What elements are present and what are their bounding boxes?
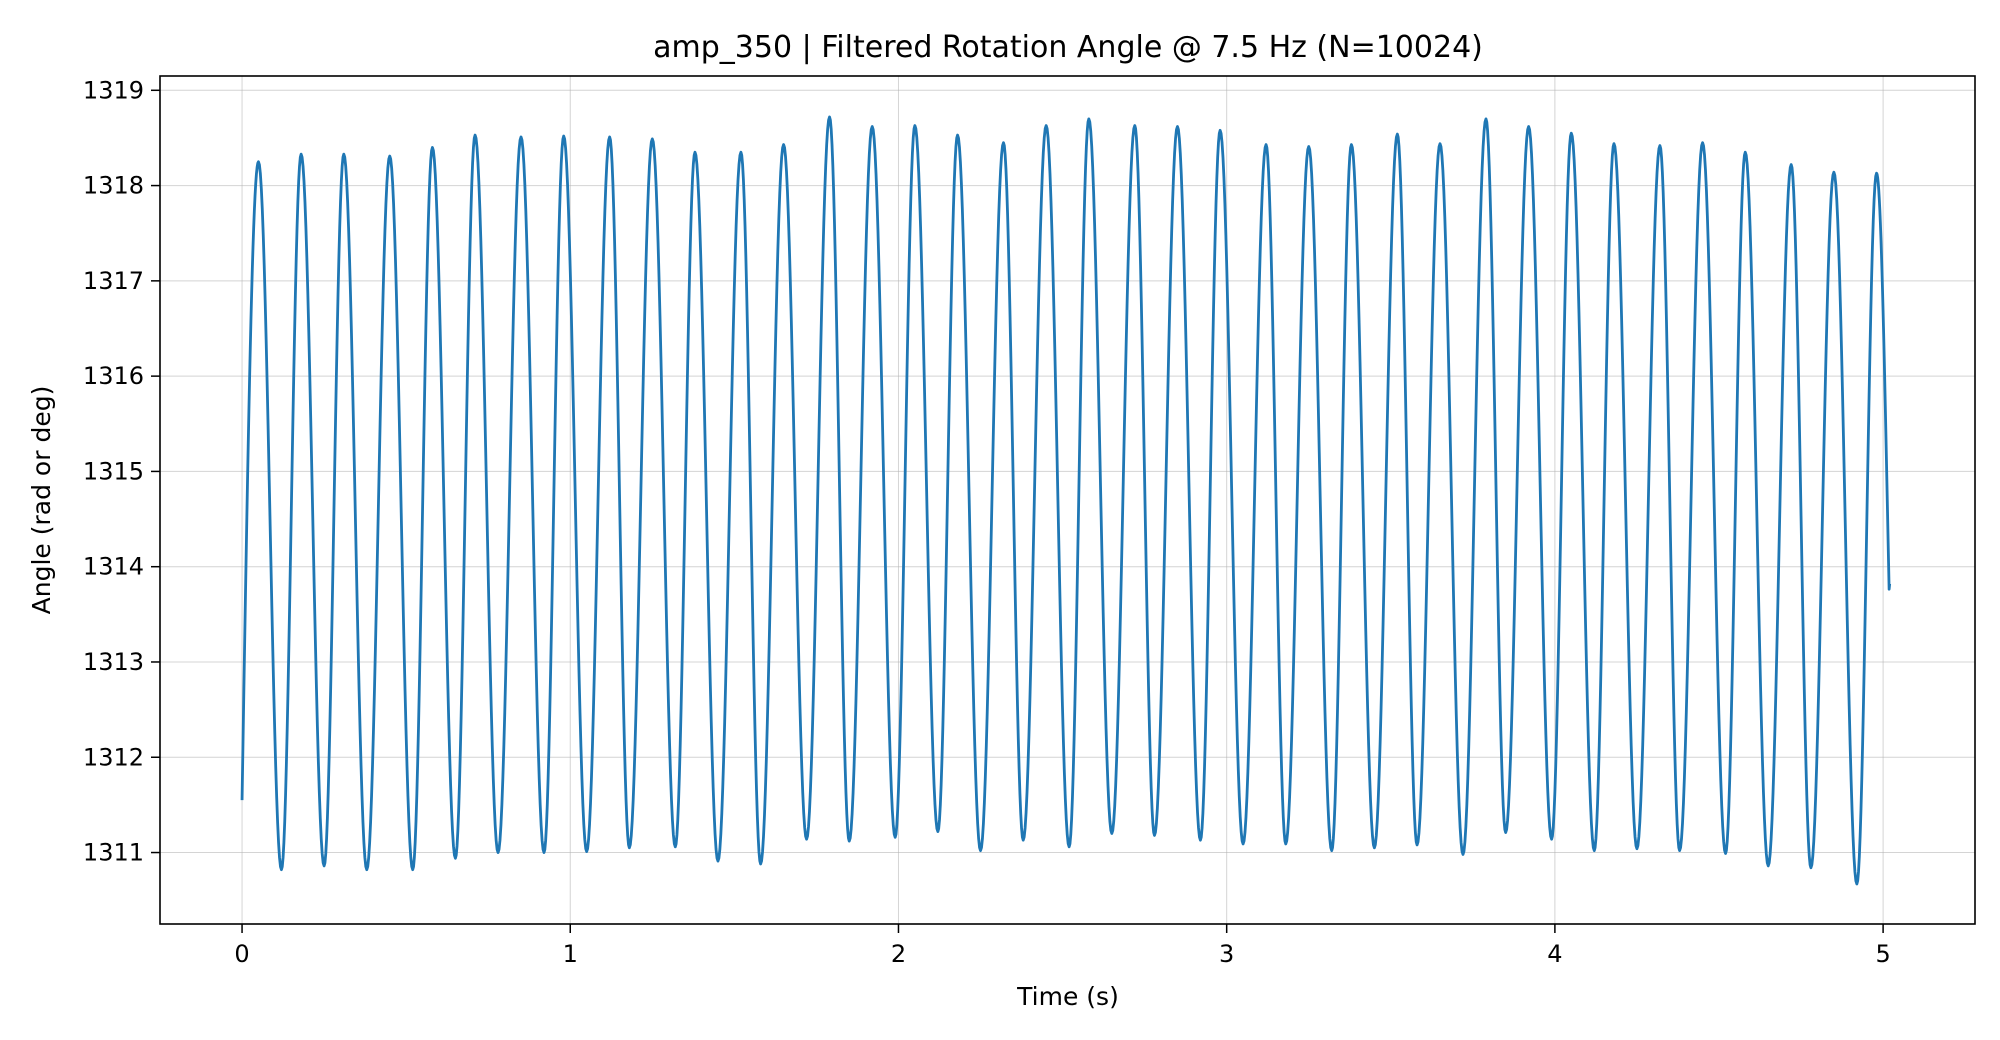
y-axis: 1311 1312 1313 1314 1315 1316 1317 1318 1319 xyxy=(83,76,160,867)
y-tick-label: 1317 xyxy=(83,267,144,295)
y-tick-label: 1319 xyxy=(83,76,144,104)
grid-lines xyxy=(160,76,1975,924)
series-line xyxy=(240,115,1892,886)
x-tick-label: 4 xyxy=(1547,940,1562,968)
y-axis-label: Angle (rad or deg) xyxy=(27,386,56,615)
y-tick-label: 1318 xyxy=(83,172,144,200)
x-axis: 0 1 2 3 4 5 xyxy=(234,924,1891,968)
x-tick-label: 5 xyxy=(1875,940,1890,968)
axes-frame xyxy=(159,75,1976,925)
chart-title: amp_350 | Filtered Rotation Angle @ 7.5 … xyxy=(653,30,1483,65)
y-tick-label: 1315 xyxy=(83,457,144,485)
plot-area xyxy=(240,115,1892,886)
x-tick-label: 1 xyxy=(563,940,578,968)
x-axis-label: Time (s) xyxy=(1016,982,1119,1011)
x-tick-label: 3 xyxy=(1219,940,1234,968)
y-tick-label: 1311 xyxy=(83,839,144,867)
y-tick-label: 1316 xyxy=(83,362,144,390)
y-tick-label: 1314 xyxy=(83,553,144,581)
x-tick-label: 0 xyxy=(234,940,249,968)
x-tick-label: 2 xyxy=(891,940,906,968)
y-tick-label: 1313 xyxy=(83,648,144,676)
y-tick-label: 1312 xyxy=(83,743,144,771)
